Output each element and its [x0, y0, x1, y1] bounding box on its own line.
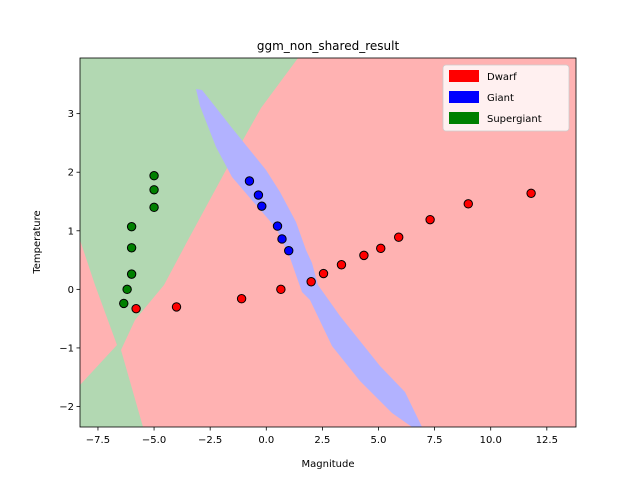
- point-dwarf: [526, 188, 536, 199]
- point-dwarf: [171, 302, 182, 312]
- legend-swatch-supergiant: [449, 112, 479, 124]
- point-supergiant: [149, 171, 159, 181]
- legend-label-dwarf: Dwarf: [487, 72, 517, 83]
- x-axis: −7.5 −5.0 −2.5 0.0 2.5 5.0 7.5 10.0 12.5: [86, 427, 558, 446]
- point-giant: [253, 190, 264, 200]
- chart-title: ggm_non_shared_result: [257, 39, 400, 53]
- region-giant: [196, 89, 422, 427]
- x-tick-label: 7.5: [427, 435, 443, 446]
- point-giant: [284, 246, 294, 256]
- y-tick-label: 2: [68, 168, 74, 179]
- point-supergiant: [126, 221, 137, 232]
- point-dwarf: [376, 243, 386, 254]
- y-tick-label: 0: [68, 285, 74, 296]
- point-giant: [244, 176, 255, 186]
- point-dwarf: [425, 214, 435, 225]
- legend-label-giant: Giant: [487, 93, 514, 104]
- plot-frame: [79, 57, 577, 428]
- point-dwarf: [306, 277, 316, 287]
- point-supergiant: [149, 185, 159, 195]
- point-dwarf: [318, 268, 329, 279]
- point-dwarf: [463, 199, 473, 209]
- legend: Dwarf Giant Supergiant: [442, 64, 570, 132]
- point-giant: [277, 234, 287, 244]
- region-dwarf-left-wedge: [80, 240, 117, 385]
- point-supergiant: [122, 284, 132, 295]
- legend-swatch-dwarf: [449, 70, 479, 82]
- y-tick-label: −1: [59, 343, 74, 354]
- y-tick-label: 3: [68, 109, 74, 120]
- point-supergiant: [149, 202, 159, 213]
- x-tick-label: 0.0: [258, 435, 274, 446]
- y-tick-label: −2: [59, 402, 74, 413]
- point-dwarf: [393, 232, 404, 242]
- point-dwarf: [359, 250, 369, 261]
- point-supergiant: [119, 298, 129, 309]
- y-axis: −2 −1 0 1 2 3: [59, 109, 80, 413]
- point-supergiant: [126, 243, 137, 253]
- points-layer: [119, 171, 536, 314]
- x-tick-label: 5.0: [371, 435, 387, 446]
- point-giant: [257, 201, 267, 211]
- point-dwarf: [276, 284, 286, 295]
- x-tick-label: −5.0: [142, 435, 166, 446]
- y-tick-label: 1: [68, 226, 74, 237]
- region-supergiant: [80, 58, 298, 427]
- point-dwarf: [131, 303, 141, 314]
- point-dwarf: [236, 294, 247, 304]
- point-dwarf: [336, 260, 347, 270]
- legend-swatch-giant: [449, 91, 479, 103]
- x-axis-label: Magnitude: [302, 459, 355, 470]
- x-tick-label: −2.5: [198, 435, 222, 446]
- x-tick-label: −7.5: [86, 435, 110, 446]
- y-axis-label: Temperature: [32, 210, 43, 274]
- point-giant: [272, 221, 283, 231]
- x-tick-label: 2.5: [314, 435, 330, 446]
- point-supergiant: [126, 269, 137, 279]
- x-tick-label: 12.5: [536, 435, 558, 446]
- legend-label-supergiant: Supergiant: [487, 114, 542, 125]
- x-tick-label: 10.0: [480, 435, 502, 446]
